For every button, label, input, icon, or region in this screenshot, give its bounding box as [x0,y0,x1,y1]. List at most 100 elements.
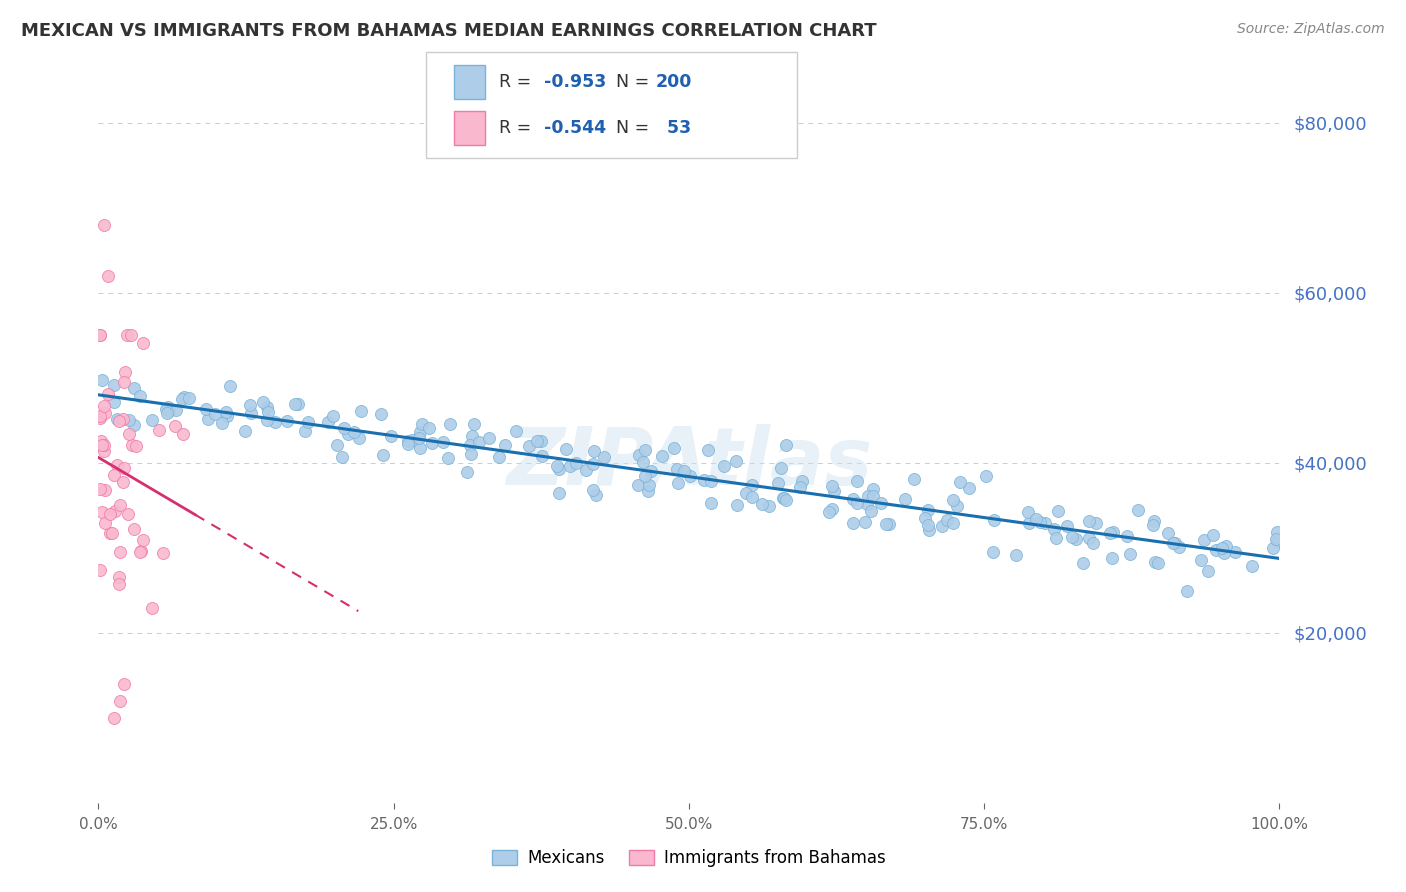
Point [112,376,135,390]
Point [89,563,111,577]
Point [1045,531,1067,545]
Point [124,418,146,433]
Point [662,441,685,455]
Point [105,412,128,426]
Point [121,438,143,452]
Point [1098,526,1121,541]
Text: -0.544: -0.544 [544,120,606,137]
Point [931,519,953,533]
Point [172,427,194,442]
Point [1119,547,1142,561]
Point [148,423,170,437]
Point [89,328,111,343]
Point [157,404,180,418]
Point [371,448,394,462]
Point [741,478,763,492]
Point [554,442,576,457]
Point [118,427,141,442]
Point [734,486,756,500]
Point [1043,522,1066,536]
Point [628,448,651,462]
Point [468,435,491,450]
Point [583,444,606,458]
Point [418,420,440,434]
Point [332,421,354,435]
Point [917,518,939,533]
Text: 53: 53 [655,120,692,137]
Point [914,510,936,524]
Point [821,502,844,516]
Point [108,694,131,708]
Point [672,464,695,478]
Point [741,491,763,505]
Point [420,436,443,450]
Point [918,523,941,537]
Point [879,516,901,531]
Point [758,499,780,513]
Point [792,475,814,489]
Point [546,459,568,474]
Point [856,497,879,511]
Point [1189,553,1212,567]
Point [679,468,702,483]
Point [768,476,790,491]
Point [101,526,124,541]
Point [724,453,747,467]
Point [409,441,432,455]
Point [129,544,152,558]
Point [634,469,657,483]
Point [564,457,586,471]
Text: 200: 200 [655,73,692,91]
Point [141,601,163,615]
Point [463,417,485,431]
Point [93,483,115,497]
Point [211,416,233,430]
Point [1029,516,1052,530]
Point [256,405,278,419]
Point [89,483,111,497]
Point [89,409,111,423]
Point [638,477,661,491]
Point [818,506,841,520]
Point [1084,516,1107,531]
Point [957,482,980,496]
Point [575,463,598,477]
Point [370,407,392,421]
Point [1265,533,1288,547]
Point [98,526,121,541]
Point [1211,541,1233,555]
Point [411,417,433,431]
Point [1004,549,1026,563]
Point [1062,530,1084,544]
Point [666,476,689,491]
Point [558,458,581,473]
Point [1157,525,1180,540]
Point [256,400,278,414]
Point [460,447,482,461]
Point [97,386,120,401]
Point [287,397,309,411]
Point [437,450,460,465]
Text: R =: R = [499,120,537,137]
Point [97,268,120,283]
Point [1194,533,1216,547]
Point [1083,536,1105,550]
Point [478,431,501,445]
Point [132,533,155,548]
Point [111,475,134,489]
Point [650,449,672,463]
Point [526,434,548,448]
Point [751,497,773,511]
Point [456,465,478,479]
Point [165,418,187,433]
Point [946,499,969,513]
Point [713,458,735,473]
Point [1265,534,1288,549]
Point [1177,583,1199,598]
Point [547,462,569,476]
Point [1261,541,1284,555]
Point [842,516,865,530]
Point [93,399,115,413]
Point [548,486,571,500]
Point [173,391,195,405]
